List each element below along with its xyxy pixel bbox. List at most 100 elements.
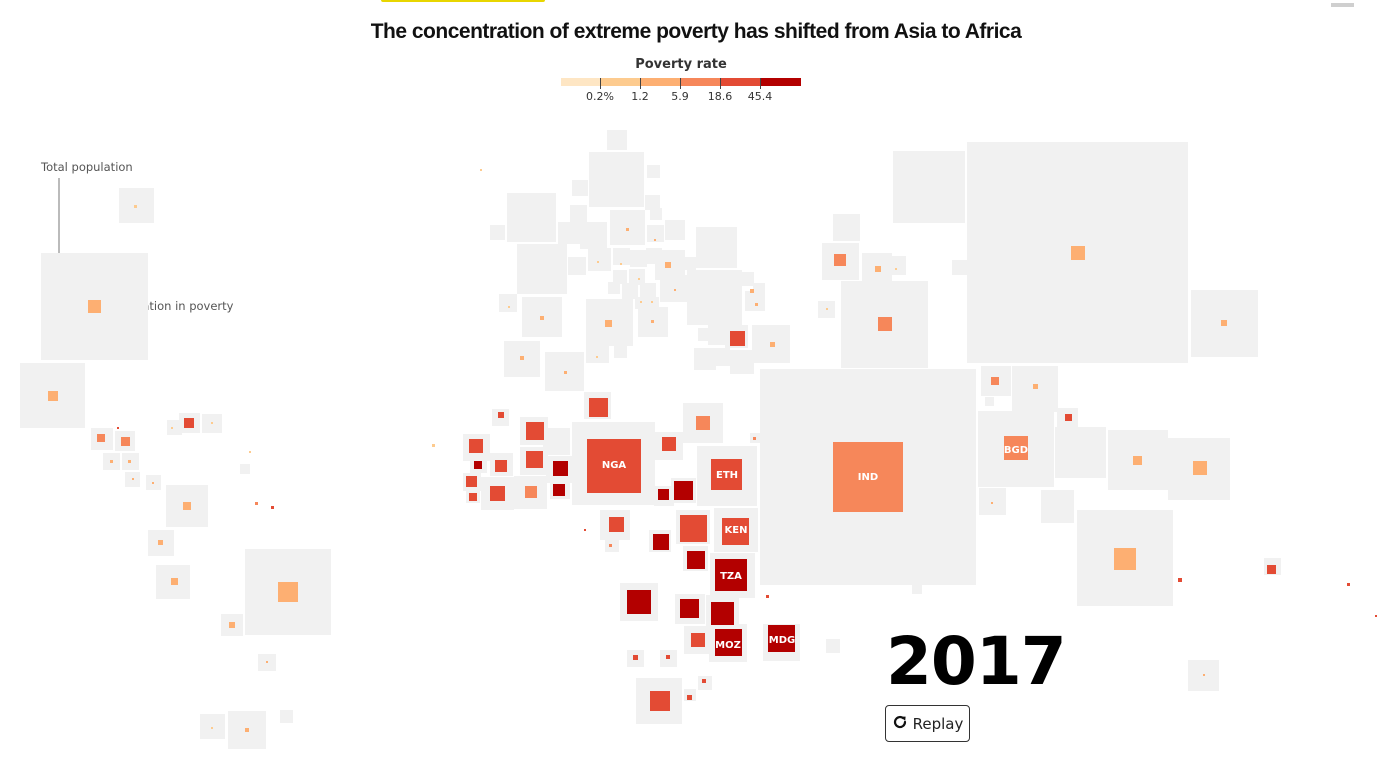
country-poverty-square [658, 489, 669, 500]
country-poverty-square [490, 486, 505, 501]
country-poverty-square [770, 342, 775, 347]
country-poverty-square [255, 502, 258, 505]
country-poverty-square [605, 320, 612, 327]
country-total-population-tile [568, 257, 586, 275]
chart-title: The concentration of extreme poverty has… [370, 20, 1022, 43]
country-total-population-tile [712, 348, 730, 366]
country-poverty-square [666, 655, 670, 659]
country-total-population-tile [683, 257, 696, 270]
country-poverty-square [520, 356, 524, 360]
legend-tick [760, 78, 761, 89]
country-total-population-tile [580, 222, 607, 249]
legend-swatch-3 [641, 78, 681, 86]
country-total-population-tile [570, 205, 587, 222]
country-poverty-square [152, 482, 154, 484]
country-label-eth: ETH [716, 470, 738, 481]
country-label-nga: NGA [602, 460, 627, 471]
country-poverty-square [991, 502, 993, 504]
country-poverty-square [564, 371, 567, 374]
country-poverty-square [48, 391, 58, 401]
country-poverty-square [609, 544, 612, 547]
country-poverty-square [878, 317, 892, 331]
country-poverty-square [245, 728, 249, 732]
country-poverty-square [121, 437, 130, 446]
country-poverty-square [687, 551, 705, 569]
country-poverty-square [498, 412, 504, 418]
country-poverty-square [826, 308, 828, 310]
country-total-population-tile [640, 283, 656, 299]
country-total-population-tile [200, 714, 225, 739]
country-total-population-tile [660, 275, 687, 302]
country-poverty-square [1347, 583, 1350, 586]
country-poverty-square [128, 460, 131, 463]
country-total-population-tile [650, 208, 662, 220]
country-total-population-tile [740, 272, 754, 286]
country-poverty-square [653, 534, 669, 550]
country-poverty-square [691, 633, 705, 647]
country-poverty-square [1221, 320, 1227, 326]
country-total-population-tile [614, 345, 627, 358]
country-poverty-square [526, 422, 544, 440]
country-poverty-square [722, 518, 749, 545]
legend-swatch-5 [721, 78, 761, 86]
country-poverty-square [132, 478, 134, 480]
country-poverty-square [553, 461, 568, 476]
legend-title: Poverty rate [635, 57, 727, 72]
country-poverty-square [715, 629, 742, 656]
country-poverty-square [158, 540, 163, 545]
country-poverty-square [525, 486, 537, 498]
country-poverty-square [651, 301, 653, 303]
country-labels: NGA ETH KEN TZA MOZ MDG IND BGD [602, 445, 1028, 651]
country-total-population-tile [665, 220, 685, 240]
legend-tick [720, 78, 721, 89]
country-total-population-tile [629, 269, 645, 285]
legend-swatch-1 [561, 78, 601, 86]
country-poverty-square [750, 289, 754, 293]
legend-label: 1.2 [631, 90, 649, 103]
country-poverty-square [584, 529, 586, 531]
accent-bar [381, 0, 545, 2]
country-poverty-square [508, 306, 510, 308]
country-poverty-square [991, 377, 999, 385]
country-poverty-square [711, 459, 742, 490]
legend-swatch-6 [761, 78, 801, 86]
country-poverty-square [626, 228, 629, 231]
country-label-ind: IND [858, 472, 878, 483]
country-total-population-tile [613, 248, 630, 265]
country-total-population-tile [499, 294, 517, 312]
country-poverty-square [620, 263, 622, 265]
country-poverty-square [480, 169, 482, 171]
country-label-ken: KEN [725, 525, 748, 536]
legend-swatch-2 [601, 78, 641, 86]
country-poverty-square [469, 439, 483, 453]
country-total-population-tile [589, 152, 644, 207]
country-tiles [20, 130, 1281, 749]
country-poverty-square [662, 437, 676, 451]
country-poverty-square [753, 437, 756, 440]
country-poverty-square [1267, 565, 1276, 574]
country-poverty-square [665, 262, 671, 268]
country-total-population-tile [167, 420, 182, 435]
country-poverty-square [469, 493, 477, 501]
country-poverty-square [895, 268, 897, 270]
country-total-population-tile [588, 248, 611, 271]
legend-label: 0.2% [586, 90, 614, 103]
replay-label: Replay [912, 714, 964, 733]
country-label-mdg: MDG [769, 635, 795, 646]
country-poverty-square [1071, 246, 1085, 260]
replay-button[interactable]: Replay [885, 705, 970, 742]
country-poverty-square [640, 301, 642, 303]
legend-color-scale [561, 78, 801, 86]
country-poverty-square [696, 416, 710, 430]
country-poverty-square [88, 300, 101, 313]
country-total-population-tile [608, 282, 620, 294]
country-poverty-square [589, 398, 608, 417]
country-total-population-tile [630, 250, 647, 267]
country-poverty-square [609, 517, 624, 532]
country-poverty-square [474, 461, 482, 469]
menu-handle[interactable] [1331, 3, 1354, 7]
country-poverty-square [278, 582, 298, 602]
country-total-population-tile [645, 195, 660, 210]
country-poverty-square [1375, 615, 1377, 617]
